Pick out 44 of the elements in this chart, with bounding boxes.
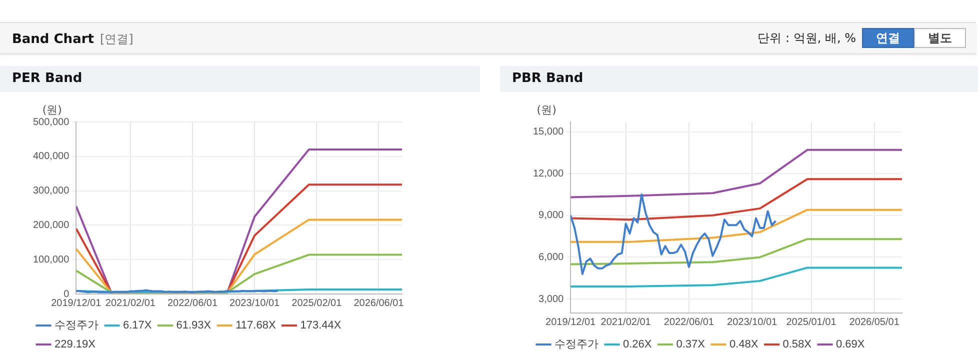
legend-label: 61.93X <box>176 320 212 332</box>
x-tick-label: 2019/12/01 <box>546 316 596 328</box>
y-tick-label: 200,000 <box>32 220 70 231</box>
x-tick-label: 2026/06/01 <box>354 298 404 309</box>
x-tick-label: 2023/10/01 <box>727 316 778 328</box>
x-tick-label: 2021/02/01 <box>600 316 652 328</box>
legend-label: 수정주가 <box>554 338 598 351</box>
y-tick-label: 6,000 <box>538 252 564 263</box>
x-tick-label: 2023/10/01 <box>230 298 280 309</box>
y-axis-title: (원) <box>536 103 556 116</box>
y-axis-title: (원) <box>42 103 62 116</box>
y-tick-label: 12,000 <box>532 168 564 180</box>
legend-label: 0.58X <box>782 338 812 351</box>
y-tick-label: 15,000 <box>532 126 564 138</box>
x-tick-label: 2022/06/01 <box>664 316 714 328</box>
chart-title: PER Band <box>0 66 480 92</box>
legend-label: 수정주가 <box>54 320 98 332</box>
x-tick-label: 2026/05/01 <box>849 316 900 328</box>
legend-label: 0.48X <box>729 338 759 351</box>
text: [연결] <box>100 32 134 46</box>
x-tick-label: 2025/02/01 <box>292 298 342 309</box>
x-tick-label: 2019/12/01 <box>51 298 102 309</box>
y-tick-label: 9,000 <box>538 210 564 222</box>
text: 별도 <box>914 28 966 48</box>
y-tick-label: 3,000 <box>538 294 564 305</box>
legend-label: 0.69X <box>836 338 866 351</box>
text: Band Chart <box>12 32 94 47</box>
legend-label: 173.44X <box>300 320 342 332</box>
legend-label: 0.37X <box>676 338 706 351</box>
y-tick-label: 400,000 <box>32 151 70 162</box>
legend-label: 0.26X <box>623 338 652 351</box>
legend-label: 6.17X <box>123 320 152 332</box>
legend-label: 229.19X <box>54 338 96 351</box>
x-tick-label: 2021/02/01 <box>105 298 156 309</box>
text: 단위 : 억원, 배, % <box>758 30 856 46</box>
text: 연결 <box>862 28 914 48</box>
chart-title: PBR Band <box>500 66 978 92</box>
y-tick-label: 300,000 <box>32 186 70 197</box>
x-tick-label: 2022/06/01 <box>167 298 218 309</box>
x-tick-label: 2025/01/01 <box>786 316 837 328</box>
y-tick-label: 500,000 <box>32 116 70 128</box>
y-tick-label: 100,000 <box>32 254 70 266</box>
y-tick-label: 0 <box>64 288 70 300</box>
legend-label: 117.68X <box>236 320 276 332</box>
